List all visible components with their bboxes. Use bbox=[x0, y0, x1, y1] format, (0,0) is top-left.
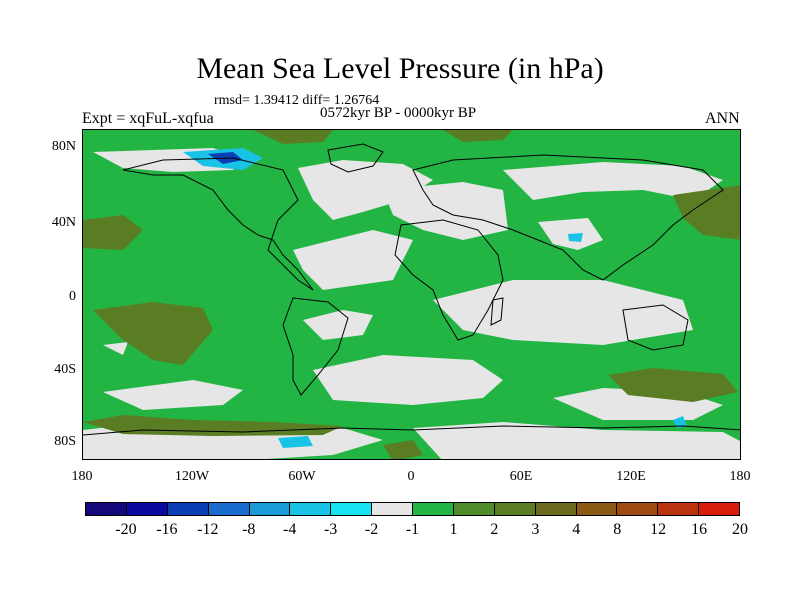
legend-swatch bbox=[699, 503, 739, 515]
legend-label: -16 bbox=[156, 521, 178, 538]
grey-patch bbox=[413, 422, 740, 459]
grey-patch bbox=[298, 160, 433, 220]
olive-patch bbox=[93, 302, 213, 365]
cyan-patch bbox=[568, 233, 583, 242]
lat-label: 80N bbox=[51, 139, 76, 154]
olive-patch bbox=[253, 130, 333, 144]
greenland-coast bbox=[327, 143, 384, 173]
eurasia-coast bbox=[412, 154, 724, 281]
olive-patch bbox=[443, 130, 513, 142]
legend-swatch bbox=[576, 503, 618, 515]
australia-coast bbox=[622, 304, 689, 351]
map-title: Mean Sea Level Pressure (in hPa) bbox=[196, 52, 604, 85]
legend-label: 4 bbox=[572, 521, 581, 538]
legend-swatch bbox=[413, 503, 454, 515]
grey-patch bbox=[303, 310, 373, 340]
legend-label: 16 bbox=[691, 521, 708, 538]
south-america-coast bbox=[282, 297, 349, 396]
legend-swatch bbox=[208, 503, 250, 515]
lat-label: 80S bbox=[54, 434, 76, 449]
legend-swatch bbox=[372, 503, 413, 515]
legend-label: 3 bbox=[531, 521, 540, 538]
lat-label: 40N bbox=[51, 215, 76, 230]
legend-swatch bbox=[249, 503, 291, 515]
grey-patch bbox=[313, 355, 503, 405]
grey-patch bbox=[103, 380, 243, 410]
olive-patch bbox=[673, 185, 740, 240]
lon-label: 120E bbox=[616, 469, 646, 484]
pressure-map bbox=[82, 129, 741, 460]
grey-patch bbox=[433, 280, 693, 345]
lon-label: 0 bbox=[407, 469, 415, 484]
legend-label: -20 bbox=[115, 521, 137, 538]
legend-swatch bbox=[331, 503, 373, 515]
legend-label: -4 bbox=[283, 521, 297, 538]
olive-patch bbox=[383, 440, 423, 459]
legend-swatch bbox=[494, 503, 536, 515]
map-canvas bbox=[83, 130, 740, 459]
cyan-patch bbox=[278, 436, 313, 448]
olive-patch bbox=[83, 215, 143, 250]
legend-swatch bbox=[535, 503, 577, 515]
lon-label: 60E bbox=[509, 469, 533, 484]
legend-label: 2 bbox=[490, 521, 499, 538]
legend-label: 20 bbox=[732, 521, 748, 538]
legend-label: 8 bbox=[613, 521, 622, 538]
legend-swatch bbox=[453, 503, 495, 515]
africa-coast bbox=[394, 219, 504, 341]
legend-swatch bbox=[658, 503, 700, 515]
legend-label: -3 bbox=[323, 521, 338, 538]
coastlines bbox=[83, 143, 740, 436]
grey-patch bbox=[503, 162, 723, 200]
olive-patch bbox=[608, 368, 738, 402]
legend-swatch bbox=[86, 503, 127, 515]
lon-label: 120W bbox=[174, 469, 210, 484]
legend-label: -2 bbox=[364, 521, 379, 538]
legend-swatch bbox=[167, 503, 209, 515]
grey-patch bbox=[103, 342, 128, 355]
lon-label: 60W bbox=[288, 469, 316, 484]
legend-swatch bbox=[290, 503, 332, 515]
lat-label: 40S bbox=[54, 362, 76, 377]
season-label: ANN bbox=[705, 110, 740, 127]
antarctica-coast bbox=[83, 425, 740, 436]
stats-line: rmsd= 1.39412 diff= 1.26764 bbox=[214, 93, 380, 108]
lon-label: 180 bbox=[71, 469, 93, 484]
legend-label: 12 bbox=[650, 521, 667, 538]
legend-label: -1 bbox=[405, 521, 420, 538]
legend-label: 1 bbox=[449, 521, 458, 538]
olive-patches bbox=[83, 130, 740, 459]
north-america-coast bbox=[122, 157, 314, 291]
lat-label: 0 bbox=[69, 289, 76, 304]
legend-swatch bbox=[617, 503, 659, 515]
experiment-label: Expt = xqFuL-xqfua bbox=[82, 110, 214, 127]
period-label: 0572kyr BP - 0000kyr BP bbox=[320, 105, 477, 121]
legend-label: -12 bbox=[197, 521, 219, 538]
grey-patch bbox=[293, 230, 413, 290]
cyan-patch bbox=[673, 416, 687, 428]
legend-label: -8 bbox=[242, 521, 256, 538]
legend-swatch bbox=[126, 503, 168, 515]
color-legend bbox=[85, 502, 740, 516]
lon-label: 180 bbox=[729, 469, 751, 484]
madagascar-coast bbox=[490, 297, 504, 326]
